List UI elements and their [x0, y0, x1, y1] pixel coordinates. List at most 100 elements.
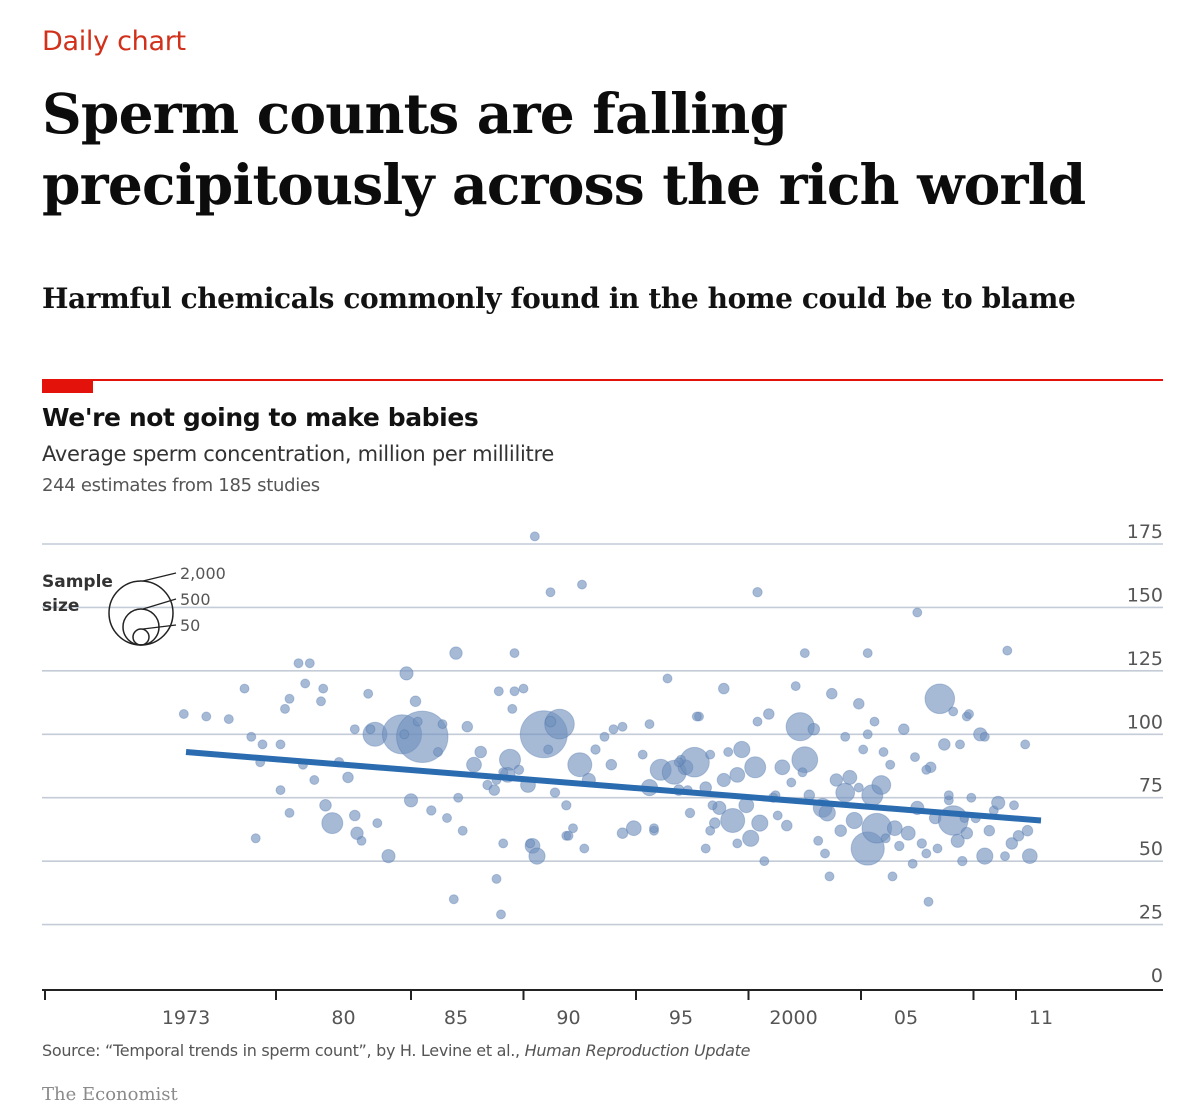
bubble-point	[309, 775, 320, 785]
bubble-point	[932, 843, 943, 854]
size-legend-label: 2,000	[180, 564, 226, 583]
bubble-point	[1021, 824, 1034, 837]
size-legend-title-line2: size	[42, 596, 79, 616]
bubble-point	[759, 856, 770, 867]
bubble-point	[605, 758, 618, 771]
bubble-point	[955, 739, 965, 750]
source-note: Source: “Temporal trends in sperm count”…	[42, 1041, 750, 1060]
y-tick-label: 25	[1139, 902, 1163, 924]
trend-line	[185, 749, 1042, 824]
bubble-point	[700, 843, 711, 854]
bubble-point	[948, 706, 959, 717]
bubble-point	[579, 843, 590, 854]
bubble-point	[590, 744, 601, 755]
bubble-point	[449, 646, 463, 660]
bubble-point	[300, 678, 311, 689]
bubble-point	[568, 823, 578, 834]
bubble-point	[616, 827, 629, 840]
bubble-point	[644, 719, 655, 730]
y-tick-label: 75	[1139, 775, 1163, 797]
bubble-point	[842, 769, 858, 785]
bubble-point	[742, 829, 760, 847]
bubble-point	[820, 848, 830, 859]
x-tick-label: 90	[556, 1007, 580, 1029]
axes: 1973 80 85 90 95 2000 05 11	[42, 989, 1163, 1029]
bubble-point	[707, 800, 718, 811]
size-legend-leader	[142, 624, 177, 630]
bubble-point	[691, 711, 702, 722]
size-legend: Sample size 2,000 500 50	[42, 564, 226, 646]
bubble-point	[763, 708, 775, 720]
y-tick-label: 0	[1151, 965, 1163, 987]
bubble-point	[835, 782, 856, 803]
bubble-point	[529, 531, 540, 542]
bubble-point	[509, 648, 520, 659]
bubble-point	[284, 693, 295, 704]
bubble-point	[513, 764, 525, 775]
bubble-point	[938, 738, 951, 751]
bubble-point	[363, 688, 374, 699]
bubble-point	[752, 587, 763, 598]
bubble-point	[1005, 837, 1019, 850]
x-tick-label: 80	[331, 1007, 355, 1029]
bubble-point	[201, 711, 212, 722]
size-legend-circle	[108, 580, 174, 646]
bubble-point	[772, 810, 783, 821]
x-tick-label: 85	[444, 1007, 468, 1029]
bubble-point	[733, 740, 751, 759]
bubble-point	[709, 817, 721, 829]
chart-subtitle: Average sperm concentration, million per…	[42, 442, 554, 466]
y-tick-label: 175	[1127, 521, 1163, 543]
bubble-point	[507, 703, 518, 714]
chart-note: 244 estimates from 185 studies	[42, 475, 320, 496]
bubble-point	[684, 807, 696, 819]
bubble-point	[752, 716, 763, 727]
bubble-point	[869, 716, 880, 727]
bubble-point	[862, 729, 873, 740]
bubble-point	[829, 773, 843, 787]
bubble-point	[853, 698, 865, 710]
trend-line-layer	[185, 749, 1042, 824]
x-tick-label: 11	[1029, 1007, 1053, 1029]
bubble-point	[525, 838, 536, 849]
size-legend-circle	[122, 608, 160, 646]
bubble-point	[316, 696, 326, 707]
bubble-point	[488, 784, 501, 796]
bubble-point	[437, 719, 448, 730]
bubble-point	[284, 807, 295, 818]
bubble-point	[744, 756, 767, 779]
bubble-point	[751, 814, 769, 832]
bubble-point	[617, 721, 628, 732]
bubble-point	[649, 823, 659, 834]
bubble-point	[662, 673, 673, 684]
bubble-point	[1012, 830, 1025, 842]
bubble-point	[239, 683, 250, 694]
bubble-point	[549, 787, 561, 798]
y-tick-label: 125	[1127, 648, 1163, 670]
standfirst: Harmful chemicals commonly found in the …	[42, 282, 1076, 315]
kicker: Daily chart	[42, 26, 186, 57]
bubble-point	[403, 793, 419, 808]
bubble-point	[907, 858, 918, 869]
x-tick-label: 05	[894, 1007, 918, 1029]
bubble-point	[412, 716, 423, 727]
bubble-point	[608, 724, 619, 735]
bubble-point	[543, 744, 554, 755]
bubble-point	[885, 759, 896, 770]
bubble-point	[1009, 800, 1019, 811]
bubble-point	[912, 607, 923, 618]
bubble-point	[453, 792, 464, 803]
bubble-point	[625, 820, 642, 837]
bubble-point	[834, 824, 848, 838]
bubble-point	[921, 848, 932, 859]
bubble-point	[878, 747, 889, 757]
bubble-point	[577, 579, 587, 590]
bubble-point	[349, 809, 361, 822]
bubble-point	[544, 715, 557, 728]
bubble-point	[781, 819, 793, 832]
bubble-point	[448, 894, 459, 905]
bubble-point	[807, 722, 821, 736]
bubble-point	[991, 795, 1006, 810]
bubble-point	[223, 714, 234, 725]
